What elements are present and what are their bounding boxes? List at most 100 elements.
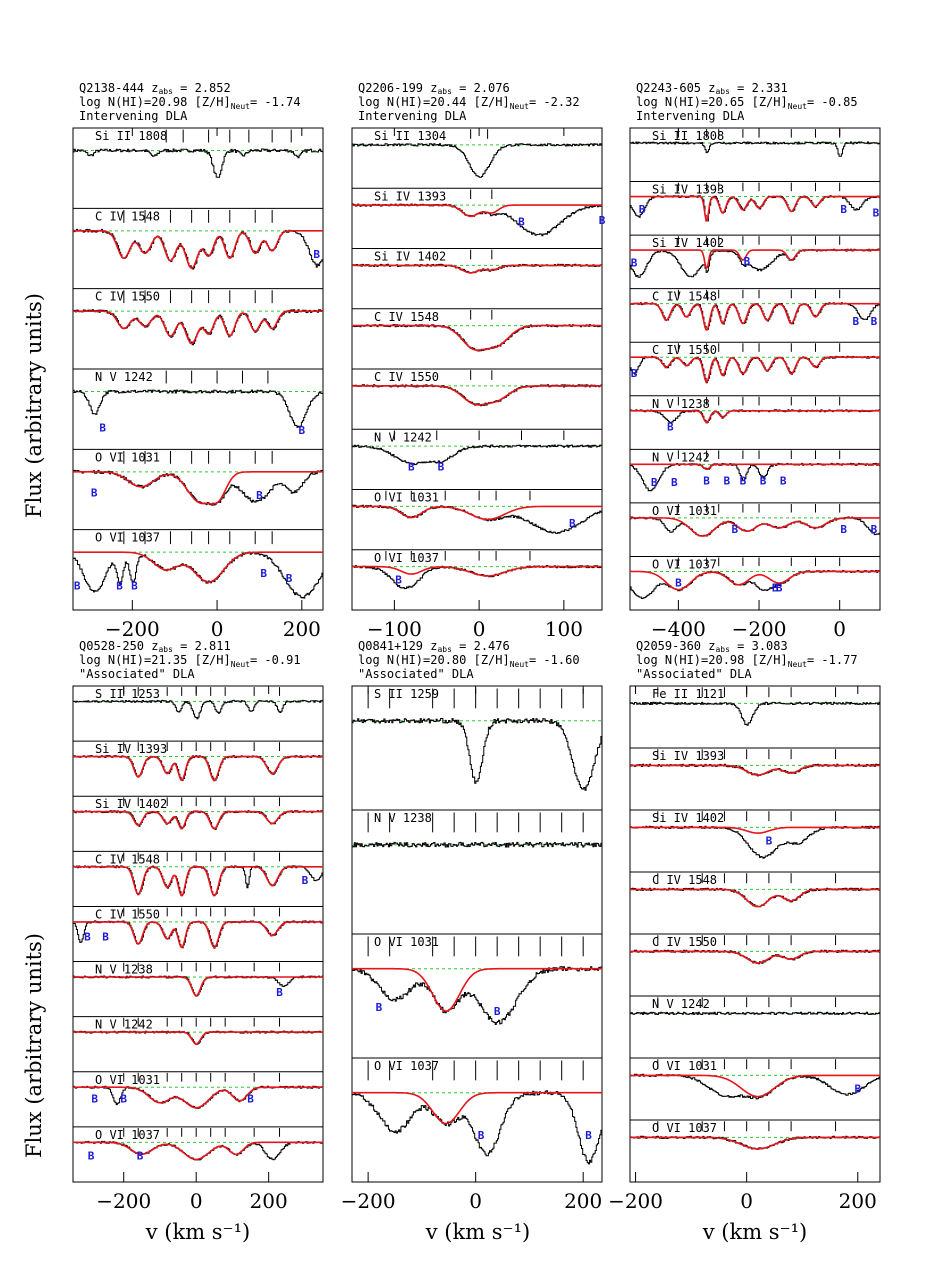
transition-label: O VI 1037 (374, 1059, 439, 1073)
metallicity-value: = -1.74 (250, 95, 301, 109)
flux-data (73, 228, 324, 270)
blend-marker: B (675, 576, 682, 589)
flux-data (352, 504, 603, 534)
metallicity-value: = -0.85 (807, 95, 858, 109)
blend-marker: B (569, 517, 576, 530)
voigt-fit (352, 505, 602, 521)
voigt-fit (630, 764, 880, 776)
voigt-fit (73, 310, 323, 345)
blend-marker: B (131, 580, 138, 593)
blend-marker: B (84, 931, 91, 944)
voigt-fit (73, 1086, 323, 1109)
dla-type: Intervening DLA (358, 109, 467, 123)
blend-marker: B (740, 474, 747, 487)
x-axis-label-1: v (km s⁻¹) (145, 1220, 251, 1244)
blend-marker: B (91, 487, 98, 500)
blend-marker: B (313, 248, 320, 261)
voigt-fit (352, 565, 602, 577)
x-tick-label: 200 (283, 617, 321, 641)
z-value: = 3.083 (730, 639, 788, 653)
x-tick-label: −200 (732, 617, 787, 641)
blend-marker: B (260, 567, 267, 580)
flux-data (73, 920, 324, 949)
z-subscript: abs (437, 87, 452, 96)
transition-label: Si IV 1393 (652, 183, 724, 197)
blend-marker: B (376, 1001, 383, 1014)
dla-type: Intervening DLA (79, 109, 188, 123)
metallicity-subscript: Neut (788, 660, 807, 669)
blend-marker: B (116, 580, 123, 593)
flux-data (630, 248, 881, 278)
x-tick-label: −200 (341, 1189, 396, 1213)
z-value: = 2.331 (730, 81, 788, 95)
flux-data (630, 1073, 881, 1100)
flux-data (73, 148, 324, 178)
voigt-fit (73, 230, 323, 269)
panel-title: Q0528-250 zabs = 2.811 (79, 639, 231, 654)
transition-label: Si IV 1402 (652, 811, 724, 825)
voigt-fit (352, 264, 602, 274)
blend-marker: B (302, 874, 309, 887)
flux-data (630, 701, 881, 726)
transition-label: Si II 1808 (95, 129, 167, 143)
blend-marker: B (256, 489, 263, 502)
voigt-fit (630, 410, 880, 424)
z-value: = 2.811 (173, 639, 231, 653)
transition-label: Si IV 1393 (374, 189, 446, 203)
voigt-fit (630, 1074, 880, 1098)
flux-data (352, 143, 603, 178)
blend-marker: B (871, 523, 878, 536)
blend-marker: B (631, 257, 638, 270)
blend-marker: B (854, 1083, 861, 1096)
flux-data (352, 444, 603, 466)
transition-label: O VI 1031 (95, 1073, 160, 1087)
flux-data (73, 1085, 324, 1109)
panel-frame (72, 685, 324, 1183)
z-value: = 2.476 (452, 639, 510, 653)
blend-marker: B (780, 474, 787, 487)
x-tick-label: 200 (564, 1189, 602, 1213)
flux-data (630, 887, 881, 908)
transition-label: C IV 1548 (374, 310, 439, 324)
blend-marker: B (852, 315, 859, 328)
flux-data (630, 1011, 881, 1015)
transition-label: O VI 1031 (374, 935, 439, 949)
blend-marker: B (299, 424, 306, 437)
z-subscript: abs (158, 645, 173, 654)
transition-label: O VI 1031 (652, 1059, 717, 1073)
blend-marker: B (585, 1129, 592, 1142)
blend-marker: B (395, 573, 402, 586)
transition-label: O VI 1031 (374, 491, 439, 505)
flux-data (352, 718, 603, 791)
blend-marker: B (840, 203, 847, 216)
voigt-fit (352, 1091, 602, 1125)
transition-label: C IV 1548 (95, 209, 160, 223)
blend-marker: B (772, 581, 779, 594)
metallicity-subscript: Neut (510, 102, 529, 111)
transition-label: S II 1259 (374, 687, 439, 701)
x-tick-label: 0 (833, 617, 846, 641)
voigt-fit (630, 249, 880, 269)
transition-label: Si II 1808 (652, 129, 724, 143)
flux-data (73, 309, 324, 346)
flux-data (73, 1140, 324, 1161)
metallicity-value: = -1.77 (807, 653, 858, 667)
metallicity-value: = -0.91 (250, 653, 301, 667)
blend-marker: B (408, 460, 415, 473)
transition-label: Si IV 1393 (95, 742, 167, 756)
voigt-fit (73, 921, 323, 949)
blend-marker: B (744, 255, 751, 268)
y-axis-label-bottom: Flux (arbitrary units) (22, 933, 46, 1158)
blend-marker: B (651, 476, 658, 489)
panel-frame (629, 127, 881, 611)
x-tick-label: −400 (651, 617, 706, 641)
flux-data (352, 324, 603, 352)
flux-data (73, 810, 324, 830)
flux-data (630, 302, 881, 331)
voigt-fit (630, 1136, 880, 1150)
